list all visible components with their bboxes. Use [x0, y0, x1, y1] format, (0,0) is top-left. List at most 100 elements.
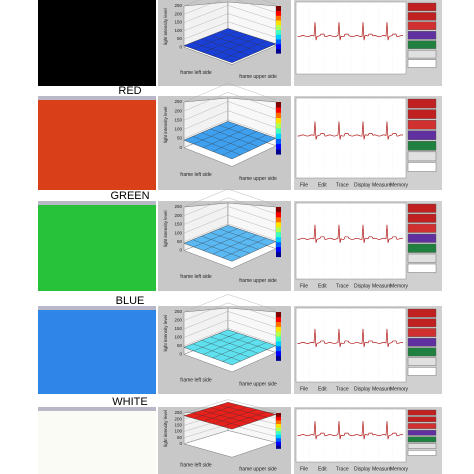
scope-button — [407, 243, 437, 253]
grid-line — [236, 0, 277, 13]
grid-line — [183, 5, 229, 23]
grid-line — [262, 0, 277, 5]
surface-mesh — [203, 335, 248, 355]
colorbar-segment — [276, 112, 281, 118]
scope-menu-item: Edit — [318, 182, 327, 188]
surface-mesh — [192, 41, 241, 60]
x-axis-label: frame upper side — [239, 381, 277, 387]
grid-line — [183, 399, 229, 414]
surface-mesh — [201, 340, 250, 358]
z-tick-label: 150 — [174, 326, 182, 331]
surface-mesh — [219, 124, 268, 143]
colorbar-segment — [276, 355, 281, 361]
surface-mesh — [203, 406, 248, 422]
surface-mesh — [203, 34, 248, 53]
colorbar-segment — [276, 211, 281, 218]
colorbar-segment — [276, 413, 281, 417]
colorbar-segment — [276, 326, 281, 332]
grid-line — [183, 110, 229, 130]
surface-mesh — [219, 31, 268, 48]
y-axis-label: frame left side — [180, 172, 212, 178]
grid-line — [183, 424, 229, 438]
panel-label: RED — [118, 85, 141, 97]
colorbar-segment — [276, 48, 281, 54]
scope-menu-item: Display — [354, 466, 371, 472]
surface-mesh — [193, 228, 238, 248]
surface-mesh — [219, 333, 268, 350]
grid-line — [227, 319, 277, 336]
grid-line — [183, 319, 229, 338]
z-axis-label: light intensity level — [163, 315, 168, 352]
grid-line — [183, 101, 229, 121]
scope-button — [407, 31, 437, 40]
z-axis-label: light intensity level — [163, 107, 168, 144]
z-tick-label: 200 — [174, 318, 182, 323]
colorbar-segment — [276, 345, 281, 352]
z-tick-label: 250 — [174, 3, 182, 8]
z-tick-label: 50 — [177, 343, 183, 348]
z-tick-label: 0 — [179, 248, 182, 253]
colorbar-segment — [276, 107, 281, 113]
grid-line — [227, 311, 277, 328]
z-tick-label: 100 — [174, 429, 182, 434]
scope-menu-item: Display — [354, 182, 371, 188]
scope-button — [407, 409, 437, 416]
camera-image — [38, 407, 156, 474]
scope-menu-item: Edit — [318, 283, 327, 289]
colorbar-segment — [276, 434, 281, 439]
colorbar-segment — [276, 316, 281, 323]
surface-mesh — [222, 40, 267, 60]
z-tick-label: 0 — [179, 441, 182, 446]
grid-line — [227, 328, 277, 345]
panel-label: GREEN — [110, 190, 149, 202]
scope-menu-item: File — [300, 283, 308, 289]
scope-menu-item: Trace — [336, 182, 349, 188]
grid-line — [227, 197, 277, 215]
colorbar-segment — [276, 241, 281, 248]
scope-button — [407, 151, 437, 162]
colorbar-segment — [276, 251, 281, 258]
surface-mesh — [201, 38, 250, 56]
surface-mesh — [210, 35, 259, 52]
surface-mesh — [193, 332, 238, 352]
grid-line — [183, 197, 229, 216]
grid-line — [183, 83, 229, 103]
grid-line — [183, 188, 229, 208]
grid-line — [227, 214, 277, 232]
colorbar-segment — [276, 226, 281, 233]
y-axis-label: frame left side — [180, 274, 212, 280]
z-tick-label: 200 — [174, 108, 182, 113]
scope-menu-item: File — [300, 466, 308, 472]
scope-button — [407, 98, 437, 109]
grid-line — [227, 206, 277, 223]
surface-mesh — [201, 235, 250, 254]
camera-image — [38, 306, 156, 394]
colorbar-segment — [276, 236, 281, 243]
colorbar-segment — [276, 231, 281, 238]
grid-line — [183, 92, 229, 112]
z-tick-label: 200 — [174, 213, 182, 218]
surface-mesh — [192, 239, 241, 258]
colorbar-segment — [276, 221, 281, 228]
grid-line — [183, 21, 229, 40]
colorbar-segment — [276, 336, 281, 342]
ecg-trace — [297, 121, 404, 140]
grid-line — [227, 5, 277, 21]
colorbar-segment — [276, 6, 281, 12]
z-tick-label: 200 — [174, 416, 182, 421]
colorbar-segment — [276, 29, 281, 35]
grid-line — [183, 223, 229, 242]
surface-mesh — [212, 409, 257, 424]
colorbar-segment — [276, 117, 281, 124]
scope-menu-item: Memory — [390, 283, 409, 289]
scope-button — [407, 130, 437, 140]
colorbar-segment — [276, 24, 281, 30]
surface-mesh — [222, 134, 267, 156]
scope-menu-item: Trace — [336, 386, 349, 392]
z-tick-label: 50 — [177, 36, 183, 41]
colorbar-segment — [276, 341, 281, 347]
z-tick-label: 100 — [174, 335, 182, 340]
colorbar-segment — [276, 128, 281, 134]
colorbar-segment — [276, 216, 281, 223]
grid-line — [227, 13, 277, 30]
